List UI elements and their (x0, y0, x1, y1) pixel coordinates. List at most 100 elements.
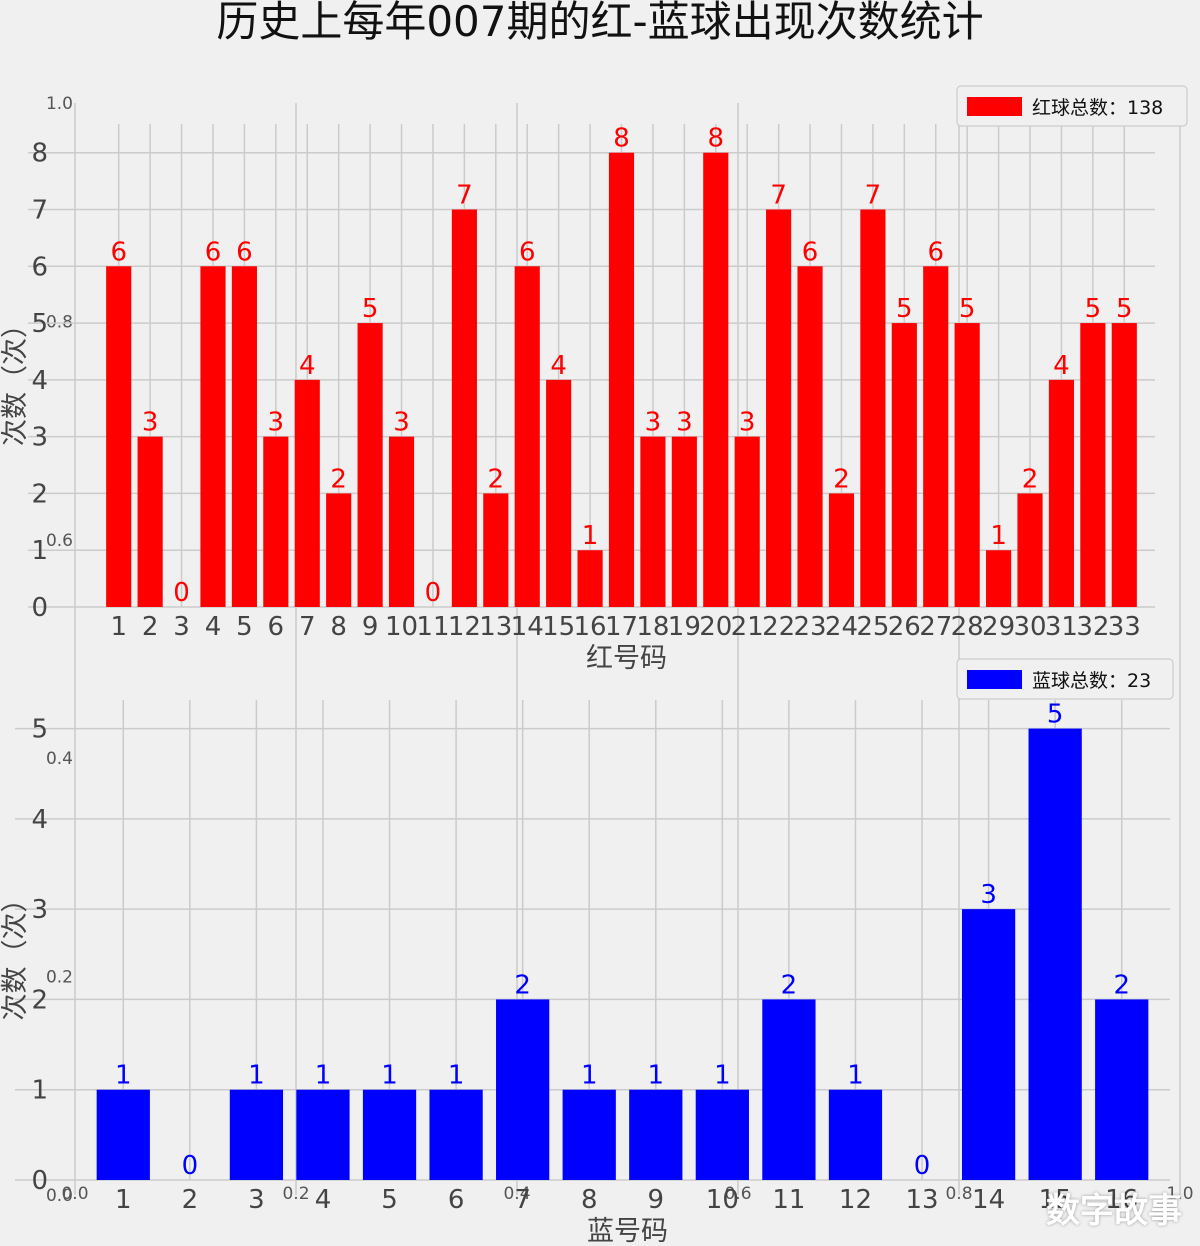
bar-15 (546, 379, 572, 607)
bar-4 (200, 266, 226, 607)
bar-27 (923, 266, 949, 607)
bar-value-label: 4 (299, 351, 316, 381)
bar-value-label: 3 (980, 880, 997, 910)
bar-value-label: 0 (914, 1151, 931, 1181)
bar-22 (766, 209, 792, 607)
x-tick-label: 16 (574, 612, 607, 642)
bar-value-label: 1 (582, 521, 599, 551)
x-tick-label: 10 (385, 612, 418, 642)
background-xtick-label: 0.4 (503, 1184, 530, 1204)
bar-value-label: 1 (990, 521, 1007, 551)
y-tick-label: 6 (31, 252, 48, 282)
bar-31 (1048, 379, 1075, 607)
bar-13 (483, 493, 509, 607)
legend-label: 蓝球总数：23 (1032, 670, 1151, 692)
background-ytick-label: 0.4 (46, 749, 73, 769)
bar-value-label: 5 (1047, 700, 1064, 730)
x-tick-label: 27 (919, 612, 952, 642)
x-tick-label: 2 (182, 1185, 199, 1215)
background-ytick-label: 1.0 (46, 94, 73, 114)
x-tick-label: 15 (1039, 1185, 1072, 1215)
y-tick-label: 3 (31, 423, 48, 453)
x-tick-label: 3 (173, 612, 190, 642)
bar-7 (294, 379, 320, 607)
bar-value-label: 6 (519, 237, 536, 267)
bar-value-label: 5 (362, 294, 379, 324)
y-tick-label: 4 (31, 805, 48, 835)
bar-value-label: 2 (330, 464, 347, 494)
x-tick-label: 1 (115, 1185, 132, 1215)
bar-value-label: 1 (714, 1061, 731, 1091)
bar-value-label: 2 (1113, 970, 1130, 1000)
bar-24 (828, 493, 855, 607)
bar-value-label: 1 (315, 1061, 332, 1091)
y-axis-label: 次数（次） (0, 311, 31, 446)
background-xtick-label: 1.0 (1166, 1184, 1193, 1204)
x-tick-label: 8 (581, 1185, 598, 1215)
x-tick-label: 7 (514, 1185, 531, 1215)
x-tick-label: 2 (142, 612, 159, 642)
x-tick-label: 23 (793, 612, 826, 642)
bar-value-label: 6 (205, 237, 222, 267)
legend-swatch (967, 670, 1022, 689)
x-tick-label: 22 (762, 612, 795, 642)
y-tick-label: 8 (31, 139, 48, 169)
bar-12 (828, 1089, 883, 1180)
y-tick-label: 0 (31, 1166, 48, 1196)
bar-6 (429, 1089, 483, 1180)
x-tick-label: 6 (268, 612, 285, 642)
bar-9 (629, 1089, 683, 1180)
background-ytick-label: 0.6 (46, 531, 73, 551)
x-tick-label: 4 (205, 612, 222, 642)
bar-32 (1080, 323, 1106, 607)
bar-value-label: 3 (142, 408, 159, 438)
bar-12 (451, 209, 477, 607)
bar-value-label: 7 (770, 181, 787, 211)
y-tick-label: 2 (31, 985, 48, 1015)
y-tick-label: 0 (31, 593, 48, 623)
bar-16 (1095, 999, 1149, 1180)
bar-26 (891, 323, 917, 607)
bar-value-label: 3 (645, 408, 662, 438)
x-axis-label: 蓝号码 (587, 1216, 668, 1246)
x-tick-label: 5 (236, 612, 253, 642)
bar-value-label: 5 (959, 294, 976, 324)
y-tick-label: 5 (31, 715, 48, 745)
bar-10 (388, 436, 415, 607)
x-tick-label: 18 (636, 612, 669, 642)
bar-30 (1017, 493, 1043, 607)
x-tick-label: 16 (1105, 1185, 1138, 1215)
bar-value-label: 3 (739, 408, 756, 438)
bar-value-label: 2 (833, 464, 850, 494)
bar-15 (1028, 728, 1082, 1180)
bar-value-label: 6 (802, 237, 819, 267)
y-tick-label: 1 (31, 1076, 48, 1106)
bar-17 (608, 152, 635, 607)
bar-value-label: 4 (550, 351, 567, 381)
background-xtick-label: 0.0 (61, 1184, 88, 1204)
x-tick-label: 5 (381, 1185, 398, 1215)
x-tick-label: 25 (856, 612, 889, 642)
legend-swatch (967, 97, 1022, 116)
bar-value-label: 1 (581, 1061, 598, 1091)
x-tick-label: 14 (511, 612, 544, 642)
x-tick-label: 20 (699, 612, 732, 642)
y-tick-label: 7 (31, 196, 48, 226)
bar-value-label: 5 (1085, 294, 1102, 324)
bar-value-label: 6 (110, 237, 127, 267)
bar-8 (562, 1089, 616, 1180)
y-axis-label: 次数（次） (0, 886, 31, 1021)
x-tick-label: 13 (905, 1185, 938, 1215)
x-tick-label: 10 (706, 1185, 739, 1215)
x-tick-label: 32 (1076, 612, 1109, 642)
x-axis-label: 红号码 (586, 643, 667, 674)
x-tick-label: 30 (1013, 612, 1046, 642)
bar-23 (797, 266, 823, 607)
x-tick-label: 11 (416, 612, 449, 642)
x-tick-label: 8 (330, 612, 347, 642)
bar-value-label: 7 (865, 181, 882, 211)
x-tick-label: 11 (772, 1185, 805, 1215)
x-tick-label: 6 (448, 1185, 465, 1215)
x-tick-label: 15 (542, 612, 575, 642)
